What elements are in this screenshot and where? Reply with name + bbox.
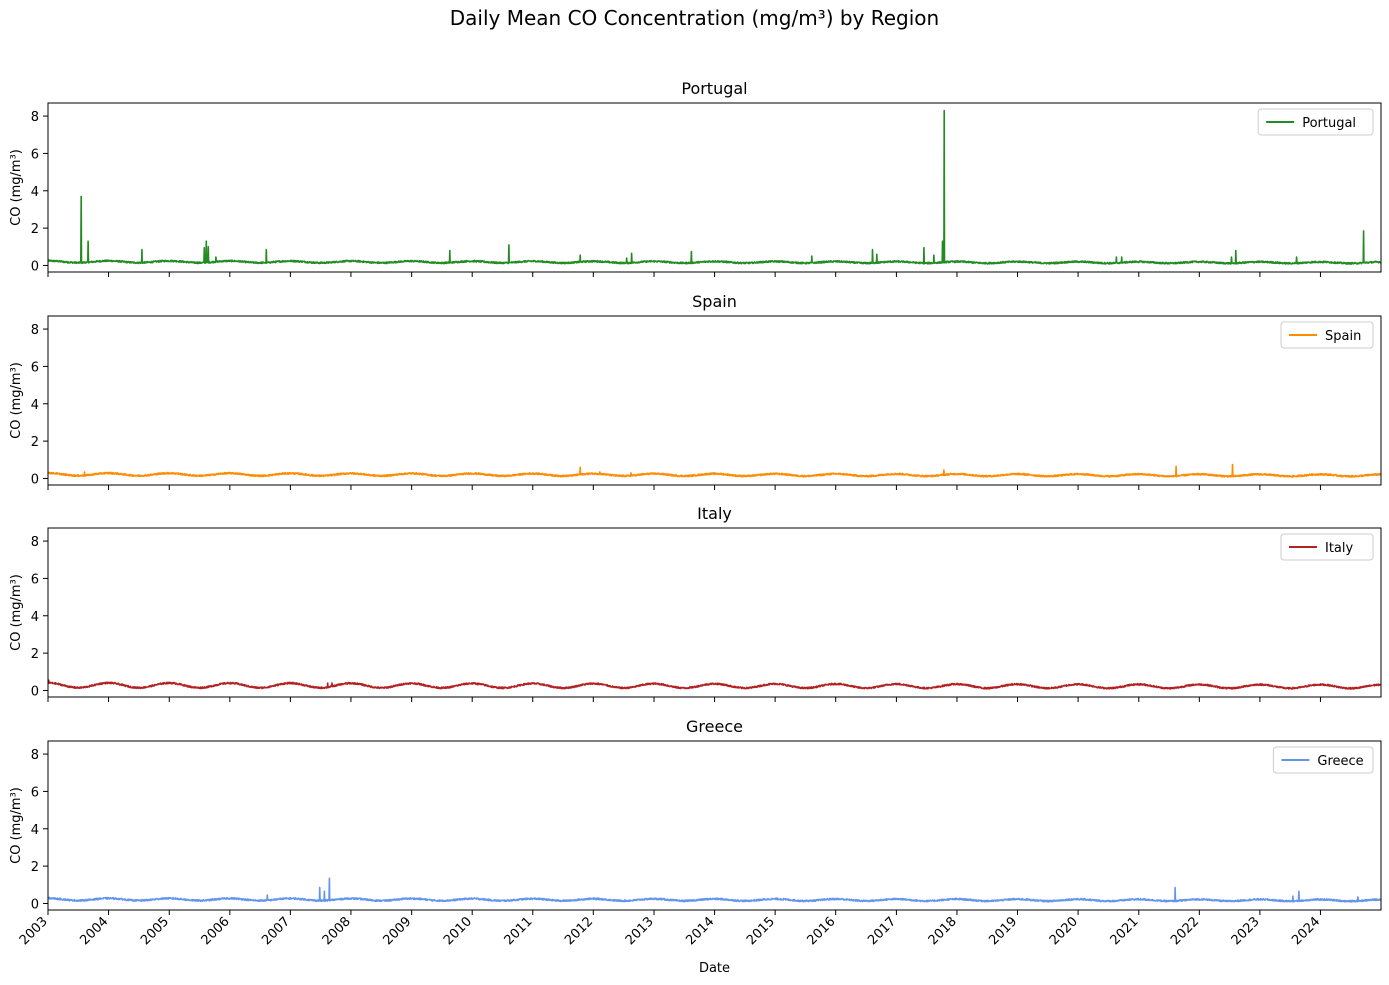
x-tick-label: 2003 xyxy=(17,914,51,948)
legend-box xyxy=(1272,746,1374,774)
x-tick-label: 2008 xyxy=(320,914,354,948)
x-tick-label: 2023 xyxy=(1229,914,1263,948)
y-axis-label: CO (mg/m³) xyxy=(9,787,24,864)
x-tick-label: 2011 xyxy=(502,914,536,948)
y-tick-label: 0 xyxy=(31,259,39,274)
x-axis-label: Date xyxy=(699,961,730,976)
y-tick-label: 6 xyxy=(31,785,39,800)
y-tick-label: 0 xyxy=(31,472,39,487)
y-tick-label: 2 xyxy=(31,435,39,450)
axes-frame xyxy=(47,740,1382,911)
axes-frame xyxy=(47,315,1382,486)
legend-box xyxy=(1280,321,1374,349)
x-tick-label: 2024 xyxy=(1289,914,1323,948)
x-tick-label: 2013 xyxy=(623,914,657,948)
y-tick-label: 8 xyxy=(31,323,39,338)
x-tick-label: 2022 xyxy=(1168,914,1202,948)
legend-label: Italy xyxy=(1325,541,1354,556)
x-tick-label: 2020 xyxy=(1047,914,1081,948)
y-tick-label: 2 xyxy=(31,860,39,875)
legend-label: Greece xyxy=(1317,754,1363,769)
y-tick-label: 6 xyxy=(31,147,39,162)
x-tick-label: 2015 xyxy=(744,914,778,948)
panel-italy: Italy CO (mg/m³) 0 2 4 6 8 Italy xyxy=(9,504,1382,702)
panel-title: Portugal xyxy=(681,79,747,98)
legend-label: Portugal xyxy=(1302,116,1356,131)
series-line-italy xyxy=(47,679,1382,690)
x-tick-label: 2014 xyxy=(683,914,717,948)
y-axis-label: CO (mg/m³) xyxy=(9,362,24,439)
legend-box xyxy=(1257,108,1374,136)
x-tick-label: 2019 xyxy=(986,914,1020,948)
y-tick-label: 8 xyxy=(31,110,39,125)
x-tick-label: 2007 xyxy=(259,914,293,948)
panel-spain: Spain CO (mg/m³) 0 2 4 6 8 Spain xyxy=(9,292,1382,490)
axes-frame xyxy=(47,102,1382,273)
legend-box xyxy=(1280,533,1374,561)
series-line-spain xyxy=(47,463,1382,478)
legend-label: Spain xyxy=(1325,329,1361,344)
y-tick-label: 8 xyxy=(31,535,39,550)
y-tick-label: 8 xyxy=(31,748,39,763)
x-tick-label: 2016 xyxy=(805,914,839,948)
x-tick-label: 2009 xyxy=(380,914,414,948)
x-tick-label: 2005 xyxy=(138,914,172,948)
y-tick-label: 0 xyxy=(31,897,39,912)
y-axis-label: CO (mg/m³) xyxy=(9,149,24,226)
panel-title: Spain xyxy=(692,292,737,311)
panel-greece: Greece CO (mg/m³) 0 2 4 6 8 2003 2004 2005 2006 200… xyxy=(9,717,1382,948)
chart-title: Daily Mean CO Concentration (mg/m³) by R… xyxy=(449,6,940,30)
y-axis-label: CO (mg/m³) xyxy=(9,574,24,651)
y-tick-label: 4 xyxy=(31,610,39,625)
x-tick-label: 2018 xyxy=(926,914,960,948)
y-tick-label: 4 xyxy=(31,823,39,838)
y-tick-label: 0 xyxy=(31,684,39,699)
x-tick-label: 2021 xyxy=(1108,914,1142,948)
y-tick-label: 2 xyxy=(31,222,39,237)
panel-title: Greece xyxy=(686,717,743,736)
x-tick-label: 2010 xyxy=(441,914,475,948)
series-line-greece xyxy=(47,877,1382,903)
y-tick-label: 2 xyxy=(31,647,39,662)
y-tick-label: 6 xyxy=(31,360,39,375)
x-tick-label: 2017 xyxy=(865,914,899,948)
y-tick-label: 4 xyxy=(31,185,39,200)
x-tick-label: 2006 xyxy=(199,914,233,948)
x-tick-label: 2012 xyxy=(562,914,596,948)
panel-portugal: Portugal CO (mg/m³) 0 2 4 6 8 Portugal xyxy=(9,79,1382,277)
y-tick-label: 6 xyxy=(31,572,39,587)
x-tick-label: 2004 xyxy=(77,914,111,948)
y-tick-label: 4 xyxy=(31,398,39,413)
axes-frame xyxy=(47,527,1382,698)
panel-title: Italy xyxy=(697,504,732,523)
series-line-portugal xyxy=(47,109,1382,265)
